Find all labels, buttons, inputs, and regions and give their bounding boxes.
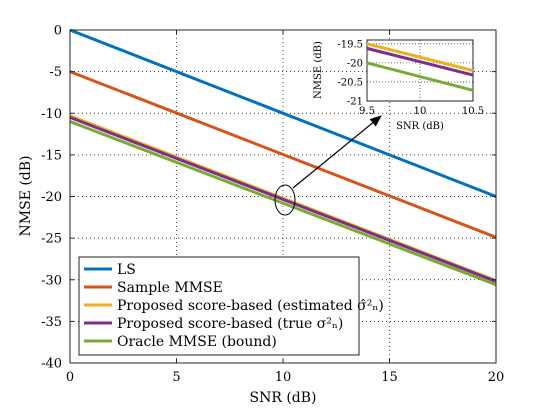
x-tick-label: 10 [275, 370, 292, 385]
legend-label: Oracle MMSE (bound) [117, 334, 277, 350]
legend-label: LS [117, 262, 136, 278]
y-tick-label: -30 [41, 273, 62, 288]
legend-label: Proposed score-based (true σ²ₙ) [117, 316, 343, 332]
y-tick-label: -5 [49, 65, 62, 80]
y-tick-label: -10 [41, 107, 62, 122]
inset-series-line [366, 61, 474, 92]
y-tick-label: 0 [54, 24, 62, 39]
y-tick-label: -35 [41, 315, 62, 330]
inset-y-tick-label: -19.5 [337, 39, 363, 50]
y-tick-label: -25 [41, 232, 62, 247]
inset-x-tick-label: 10 [414, 106, 427, 117]
legend: LS Sample MMSE Proposed score-based (estim… [78, 256, 384, 356]
inset-plot: 9.5 10 10.5 -19.5 -20 -20.5 -21 SNR (dB) NMSE … [313, 39, 484, 132]
x-tick-label: 5 [172, 370, 180, 385]
y-tick-label: -20 [41, 190, 62, 205]
inset-y-label: NMSE (dB) [313, 41, 324, 99]
inset-x-tick-label: 10.5 [462, 106, 484, 117]
inset-series-line [366, 46, 474, 77]
zoom-arrow [292, 115, 382, 189]
y-axis-label: NMSE (dB) [18, 155, 34, 236]
inset-x-tick-label: 9.5 [359, 106, 375, 117]
inset-x-label: SNR (dB) [396, 121, 444, 132]
inset-y-tick-label: -21 [347, 97, 363, 108]
series-line [69, 28, 497, 198]
y-tick-label: -40 [41, 357, 62, 372]
inset-y-tick-label: -20.5 [337, 77, 363, 88]
series-lines [69, 28, 497, 287]
series-line [69, 116, 497, 283]
x-tick-label: 0 [66, 370, 74, 385]
x-axis-label: SNR (dB) [249, 390, 316, 406]
x-tick-label: 15 [381, 370, 398, 385]
series-line [69, 120, 497, 287]
y-tick-label: -15 [41, 148, 62, 163]
legend-box [78, 256, 360, 356]
inset-y-tick-label: -20 [347, 58, 363, 69]
axis-ticks: 0 5 10 15 20 0 -5 -10 -15 -20 -25 -30 -35 -40 [41, 24, 504, 386]
series-line [69, 70, 497, 239]
legend-label: Sample MMSE [117, 280, 223, 296]
inset-series-line [366, 42, 474, 72]
zoom-ellipse [274, 184, 296, 216]
x-tick-label: 20 [488, 370, 505, 385]
legend-label: Proposed score-based (estimated σ̂²ₙ) [117, 298, 384, 314]
